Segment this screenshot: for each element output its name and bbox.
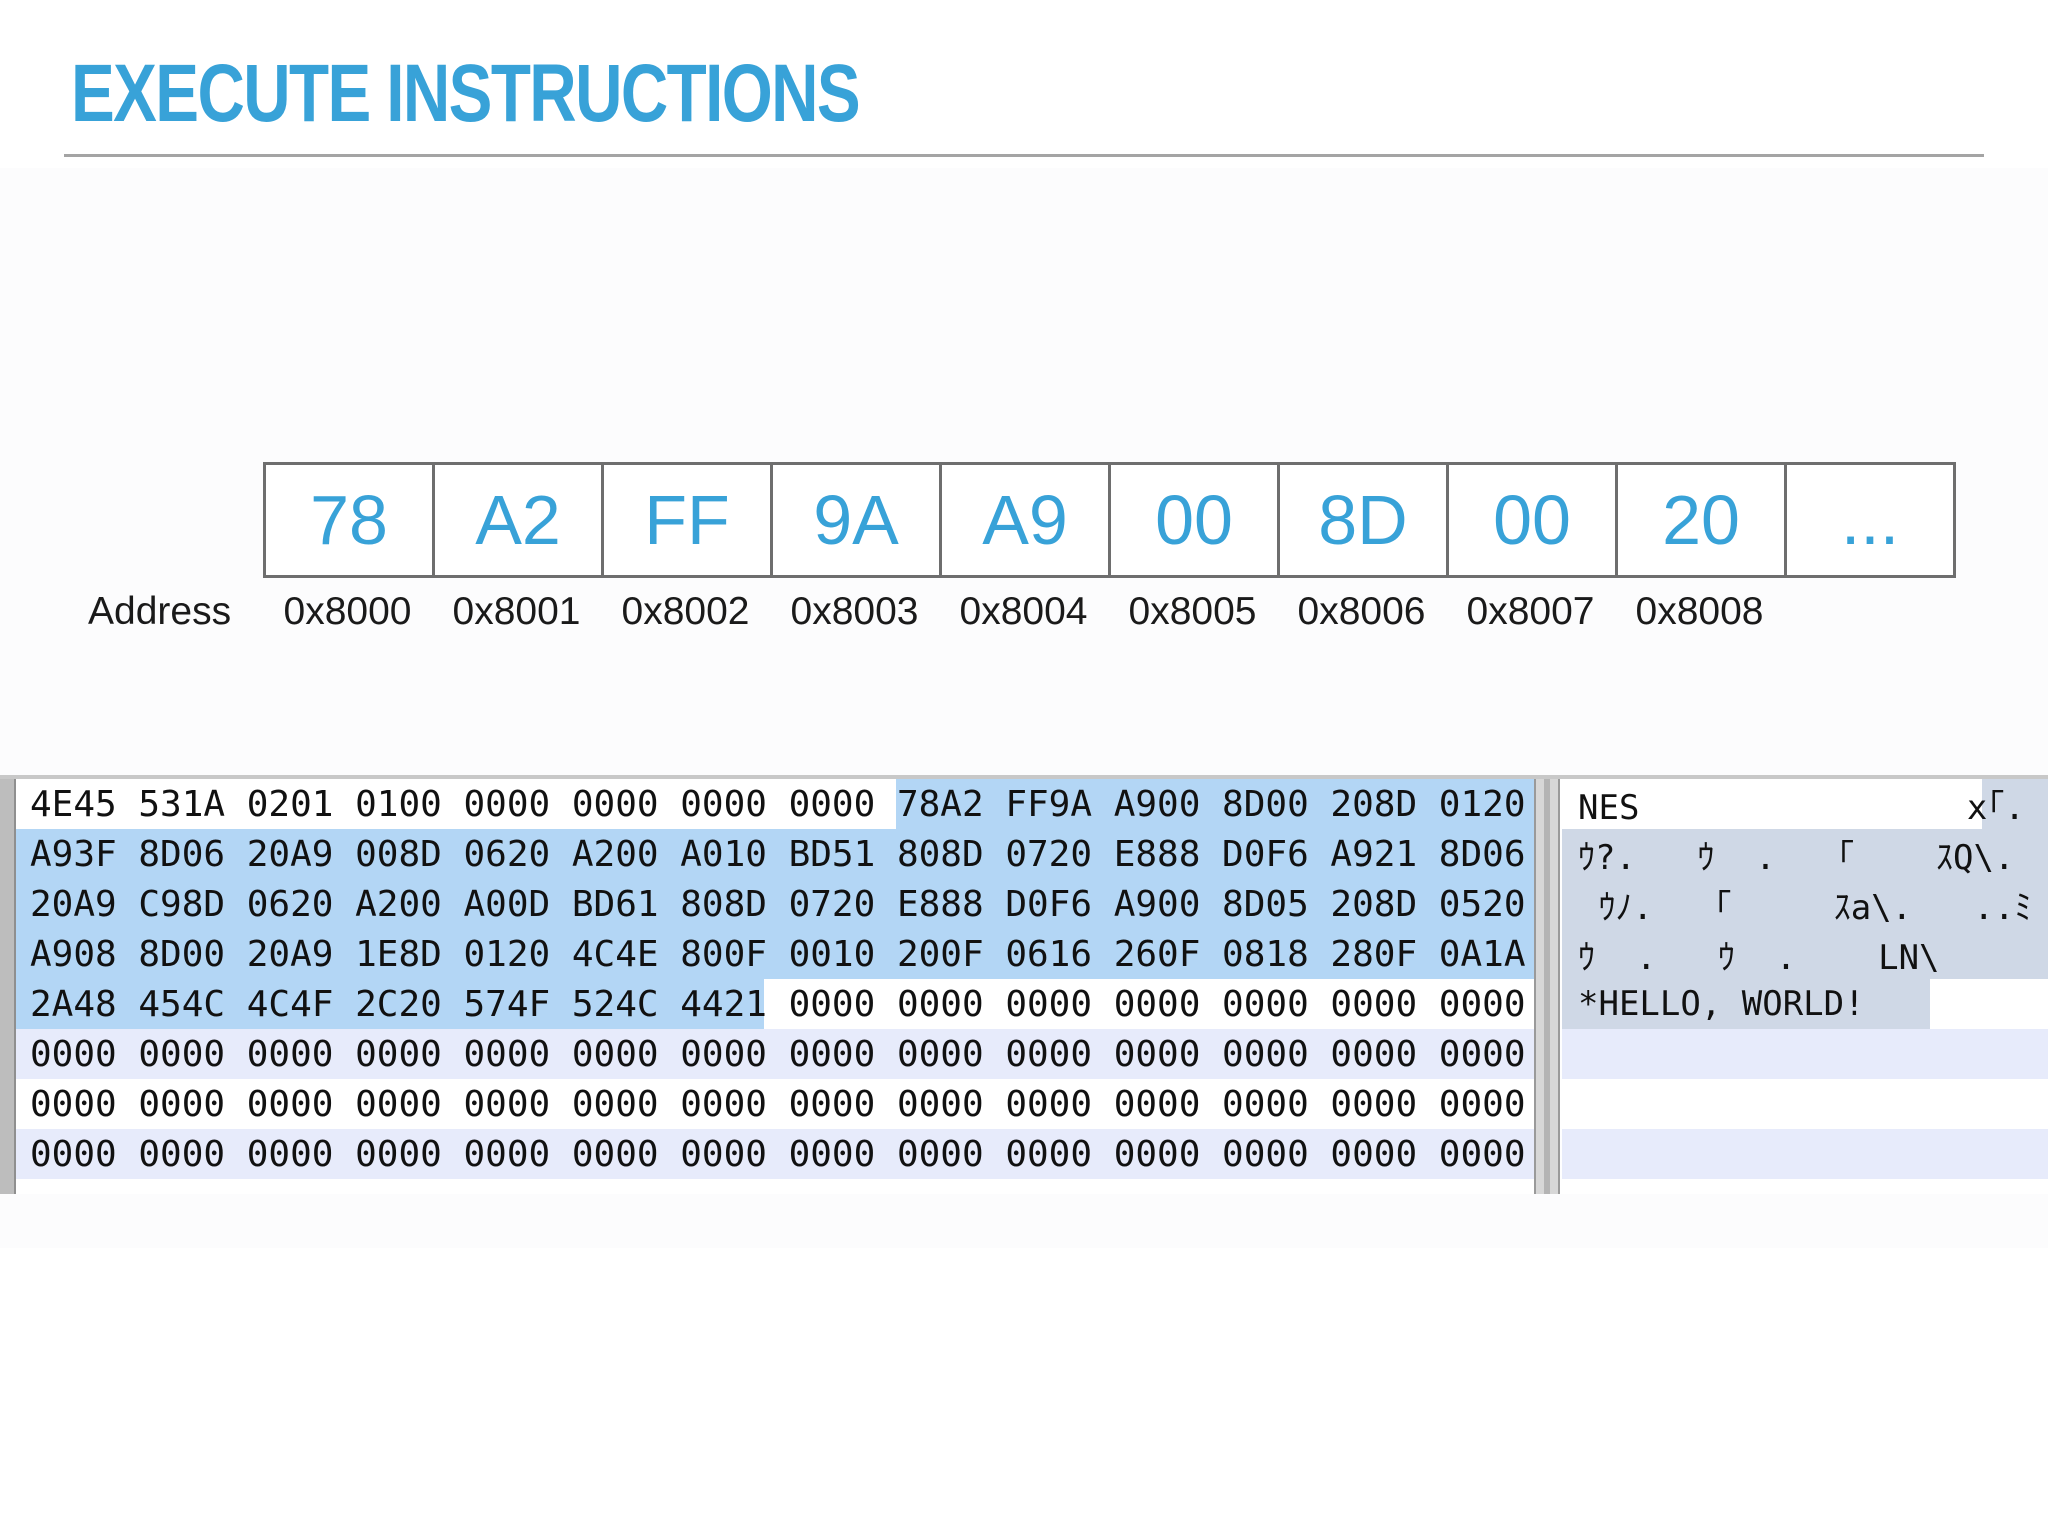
ascii-row: *HELLO, WORLD!: [1562, 979, 2048, 1029]
byte-cell: 8D: [1277, 465, 1446, 575]
hex-row: A93F 8D06 20A9 008D 0620 A200 A010 BD51 …: [16, 829, 1534, 879]
byte-cell: 20: [1615, 465, 1784, 575]
ascii-row: [1562, 1129, 2048, 1179]
pane-divider-grip: [1544, 779, 1550, 1194]
byte-cell: 9A: [770, 465, 939, 575]
selection-highlight: [1562, 979, 1930, 1029]
selection-highlight: [16, 829, 1534, 879]
hex-row: A908 8D00 20A9 1E8D 0120 4C4E 800F 0010 …: [16, 929, 1534, 979]
ascii-row-text: ｳ . ｳ . LN\: [1578, 937, 1940, 978]
hex-dump-pane: 4E45 531A 0201 0100 0000 0000 0000 0000 …: [16, 779, 1534, 1194]
selection-highlight: [1982, 779, 2048, 829]
selection-highlight: [16, 879, 1534, 929]
hex-editor-left-gutter: [0, 779, 16, 1194]
hex-row-text: 0000 0000 0000 0000 0000 0000 0000 0000 …: [30, 1033, 1526, 1075]
hex-row: 0000 0000 0000 0000 0000 0000 0000 0000 …: [16, 1129, 1534, 1179]
address-value: 0x8000: [283, 590, 412, 633]
ascii-pane: NES x｢. ｳ?. ｳ . ｢ ｽQ\. ｳﾉ. ｢ ｽa\. ..ﾐ ｳ …: [1562, 779, 2048, 1194]
address-value: 0x8003: [790, 590, 919, 633]
ascii-row: ｳﾉ. ｢ ｽa\. ..ﾐ: [1562, 879, 2048, 929]
byte-cell: 78: [310, 481, 388, 559]
selection-highlight: [1562, 929, 2048, 979]
byte-cell: A2: [432, 465, 601, 575]
byte-cell-ellipsis: ...: [1784, 465, 1953, 575]
title-divider: [64, 154, 1984, 157]
address-value: 0x8007: [1466, 590, 1595, 633]
hex-row: 0000 0000 0000 0000 0000 0000 0000 0000 …: [16, 1029, 1534, 1079]
address-value: 0x8004: [959, 590, 1088, 633]
ascii-row: [1562, 1029, 2048, 1079]
hex-row-text: 2A48 454C 4C4F 2C20 574F 524C 4421 0000 …: [30, 983, 1526, 1025]
ascii-row: NES x｢.: [1562, 779, 2048, 829]
address-value: 0x8002: [621, 590, 750, 633]
selection-highlight: [1562, 879, 2048, 929]
byte-cell: 00: [1108, 465, 1277, 575]
slide-title: EXECUTE INSTRUCTIONS: [71, 48, 861, 139]
byte-cell: 00: [1446, 465, 1615, 575]
hex-row: 20A9 C98D 0620 A200 A00D BD61 808D 0720 …: [16, 879, 1534, 929]
hex-row-text: 0000 0000 0000 0000 0000 0000 0000 0000 …: [30, 1133, 1526, 1175]
address-value: 0x8005: [1128, 590, 1257, 633]
byte-cell: FF: [601, 465, 770, 575]
hex-row: 2A48 454C 4C4F 2C20 574F 524C 4421 0000 …: [16, 979, 1534, 1029]
ascii-row: ｳ . ｳ . LN\: [1562, 929, 2048, 979]
memory-byte-strip: 78 A2 FF 9A A9 00 8D 00 20 ...: [263, 462, 1956, 578]
address-label: Address: [88, 590, 232, 633]
hex-row-text: 20A9 C98D 0620 A200 A00D BD61 808D 0720 …: [30, 883, 1526, 925]
hex-row: 4E45 531A 0201 0100 0000 0000 0000 0000 …: [16, 779, 1534, 829]
hex-row-text: A93F 8D06 20A9 008D 0620 A200 A010 BD51 …: [30, 833, 1526, 875]
hex-editor-screenshot: 4E45 531A 0201 0100 0000 0000 0000 0000 …: [0, 775, 2048, 1194]
ascii-row-text: *HELLO, WORLD!: [1578, 984, 1865, 1024]
pane-divider: [1534, 779, 1560, 1194]
selection-highlight: [16, 979, 764, 1029]
ascii-row-text: ｳﾉ. ｢ ｽa\. ..ﾐ: [1578, 887, 2032, 928]
byte-cell: A9: [939, 465, 1108, 575]
address-value: 0x8006: [1297, 590, 1426, 633]
selection-highlight: [896, 779, 1534, 829]
hex-row-text: A908 8D00 20A9 1E8D 0120 4C4E 800F 0010 …: [30, 933, 1526, 975]
selection-highlight: [16, 929, 1534, 979]
hex-row-text: 0000 0000 0000 0000 0000 0000 0000 0000 …: [30, 1083, 1526, 1125]
ascii-row: ｳ?. ｳ . ｢ ｽQ\.: [1562, 829, 2048, 879]
ascii-row: [1562, 1079, 2048, 1129]
ascii-row-text: NES x｢.: [1578, 787, 2025, 828]
hex-row: 0000 0000 0000 0000 0000 0000 0000 0000 …: [16, 1079, 1534, 1129]
address-row: 0x8000 0x8001 0x8002 0x8003 0x8004 0x800…: [263, 590, 1784, 634]
ascii-row-text: ｳ?. ｳ . ｢ ｽQ\.: [1578, 837, 2015, 878]
selection-highlight: [1562, 829, 2048, 879]
hex-row-text: 4E45 531A 0201 0100 0000 0000 0000 0000 …: [30, 783, 1526, 825]
address-value: 0x8008: [1635, 590, 1764, 633]
address-value: 0x8001: [452, 590, 581, 633]
